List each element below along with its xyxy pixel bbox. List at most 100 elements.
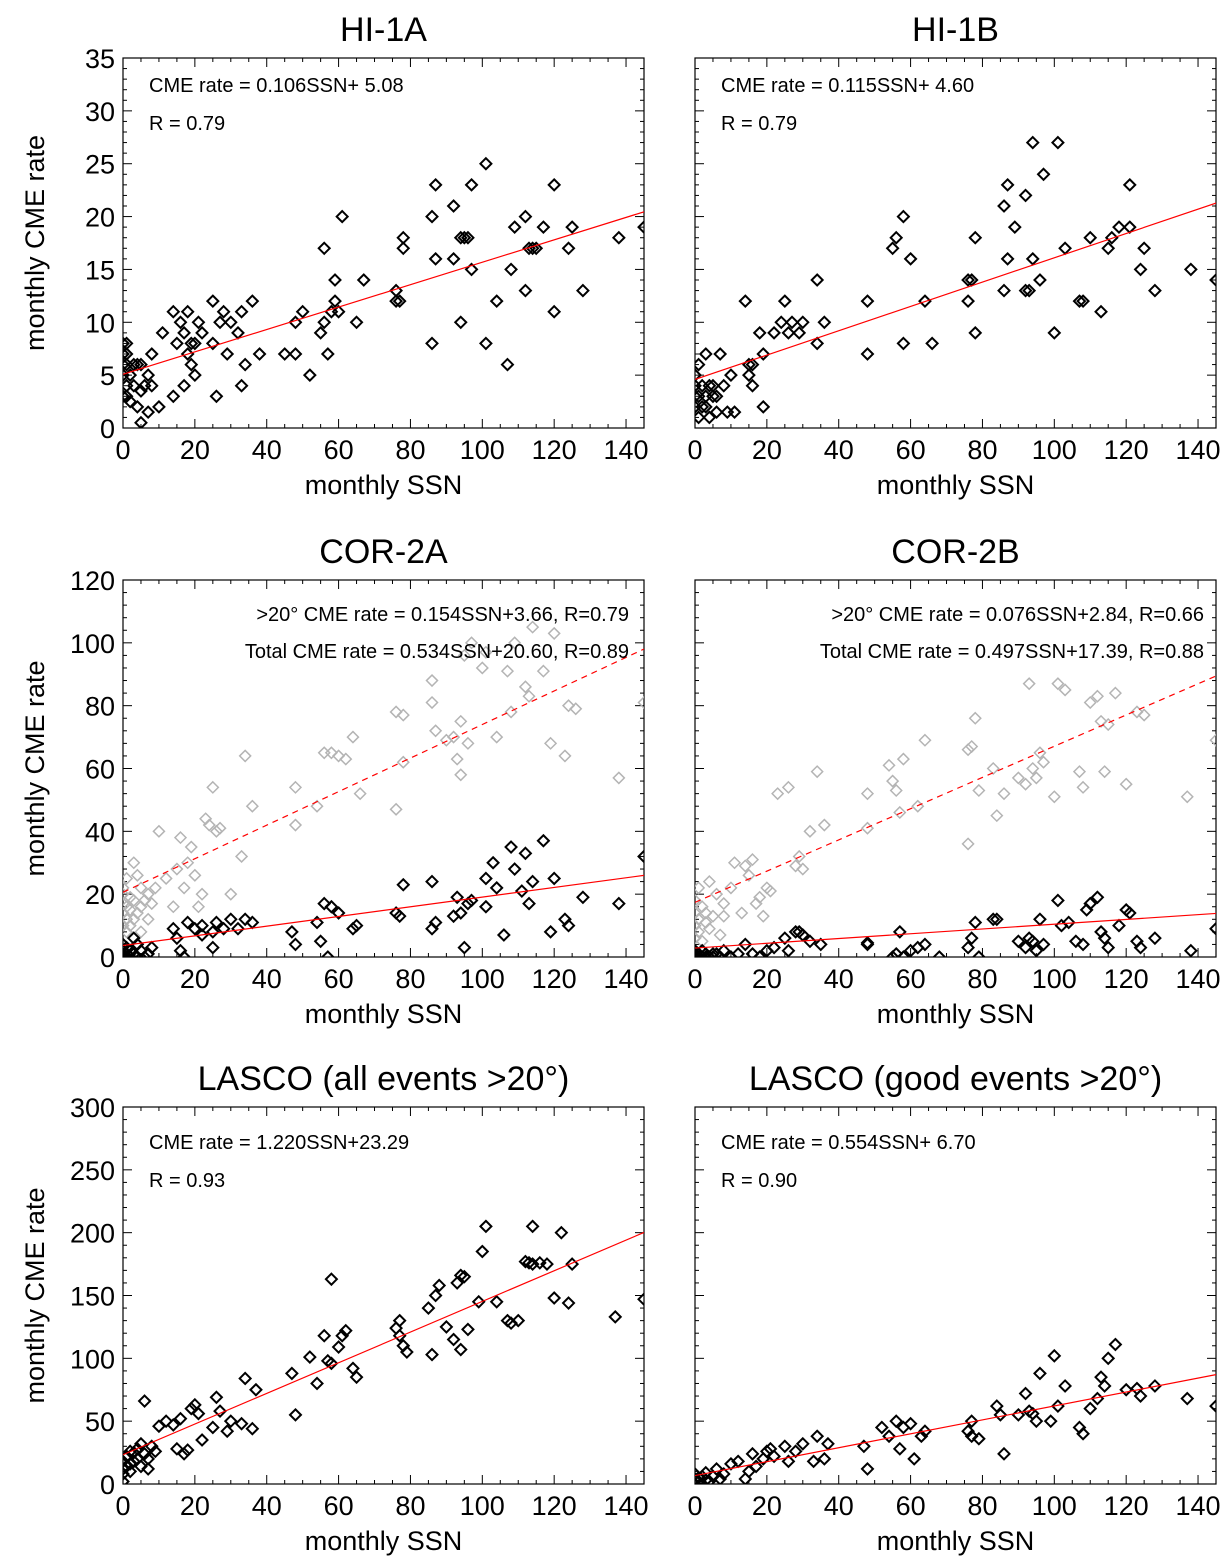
data-point <box>191 900 206 914</box>
data-point <box>457 1269 472 1284</box>
data-point <box>432 1278 447 1293</box>
y-axis-label: monthly CME rate <box>20 660 50 876</box>
x-tick-label: 0 <box>115 435 130 465</box>
data-point <box>331 906 346 920</box>
data-point <box>486 855 501 870</box>
data-point <box>1104 230 1119 245</box>
data-point <box>123 871 134 886</box>
data-point <box>961 1424 975 1439</box>
data-point <box>1094 304 1108 319</box>
data-point <box>576 890 590 905</box>
x-tick-label: 20 <box>180 435 210 465</box>
data-point <box>1133 262 1148 277</box>
data-point <box>860 821 875 835</box>
data-point <box>789 859 803 873</box>
x-tick-label: 60 <box>324 1491 354 1521</box>
data-point <box>127 893 141 908</box>
data-point <box>1018 188 1033 203</box>
data-point <box>152 824 166 838</box>
data-point <box>349 918 364 933</box>
data-point <box>392 1313 407 1328</box>
data-point <box>396 708 410 722</box>
data-point <box>205 924 220 939</box>
data-point <box>1033 1366 1047 1381</box>
y-tick-label: 35 <box>85 44 115 74</box>
data-point <box>288 818 303 832</box>
data-point <box>213 315 227 330</box>
data-point <box>745 853 760 867</box>
data-point <box>525 874 540 889</box>
data-point <box>741 368 756 383</box>
data-point <box>123 394 138 409</box>
data-point <box>249 1382 263 1397</box>
data-point <box>1133 940 1148 955</box>
data-point <box>169 1441 184 1456</box>
data-point <box>1011 934 1026 949</box>
data-point <box>709 887 724 901</box>
data-point <box>860 1462 875 1476</box>
data-point <box>170 862 184 876</box>
data-point <box>716 1467 731 1481</box>
x-tick-label: 0 <box>687 964 702 994</box>
data-point <box>1058 241 1073 256</box>
data-point <box>180 347 195 361</box>
data-point <box>284 924 299 939</box>
data-point <box>195 1433 209 1447</box>
data-point <box>1180 1391 1195 1406</box>
data-point <box>141 405 156 420</box>
data-point <box>889 783 903 798</box>
data-point <box>810 336 825 351</box>
data-point <box>1047 1348 1062 1363</box>
data-point <box>166 1418 181 1432</box>
data-point <box>1026 761 1040 776</box>
data-point <box>331 1340 346 1354</box>
data-point <box>817 315 832 330</box>
data-point <box>713 1472 728 1484</box>
data-point <box>702 922 716 936</box>
x-tick-label: 40 <box>824 435 854 465</box>
data-point <box>1018 940 1033 955</box>
data-point <box>137 1394 152 1408</box>
data-point <box>792 849 806 864</box>
fit-annotation: >20° CME rate = 0.076SSN+2.84, R=0.66 <box>831 604 1204 626</box>
data-point <box>144 347 159 361</box>
chart-panel-5: LASCO (all events >20°) 0 20 40 60 80 100 120 14… <box>20 1060 649 1556</box>
data-point <box>720 405 735 420</box>
data-point <box>763 884 778 898</box>
data-point <box>126 378 141 393</box>
data-point <box>713 928 727 942</box>
data-point <box>522 689 536 703</box>
data-point <box>148 1444 163 1459</box>
data-point <box>169 336 184 351</box>
x-tick-label: 80 <box>395 1491 425 1521</box>
data-point <box>918 294 932 309</box>
data-point <box>461 736 475 750</box>
data-point <box>173 831 188 845</box>
y-tick-label: 5 <box>100 361 115 391</box>
data-point <box>1025 934 1040 949</box>
data-point <box>166 921 181 936</box>
data-point <box>968 230 983 245</box>
data-point <box>896 950 911 957</box>
data-point <box>209 389 224 404</box>
data-point <box>1036 755 1051 769</box>
data-point <box>724 368 738 383</box>
data-point <box>565 220 580 235</box>
data-point <box>1133 1389 1148 1403</box>
data-point <box>889 1414 904 1429</box>
data-point <box>346 730 360 744</box>
data-point <box>1094 714 1108 728</box>
data-point <box>1148 931 1162 946</box>
data-point <box>195 325 209 340</box>
x-tick-label: 60 <box>896 964 926 994</box>
data-point <box>191 1406 206 1421</box>
data-point <box>238 1371 253 1386</box>
data-point <box>507 220 522 235</box>
x-tick-label: 40 <box>252 435 282 465</box>
data-point <box>1033 746 1047 760</box>
data-point <box>727 856 742 870</box>
data-point <box>478 871 493 886</box>
data-point <box>479 645 493 659</box>
fit-line <box>123 211 644 375</box>
data-point <box>1029 943 1044 957</box>
